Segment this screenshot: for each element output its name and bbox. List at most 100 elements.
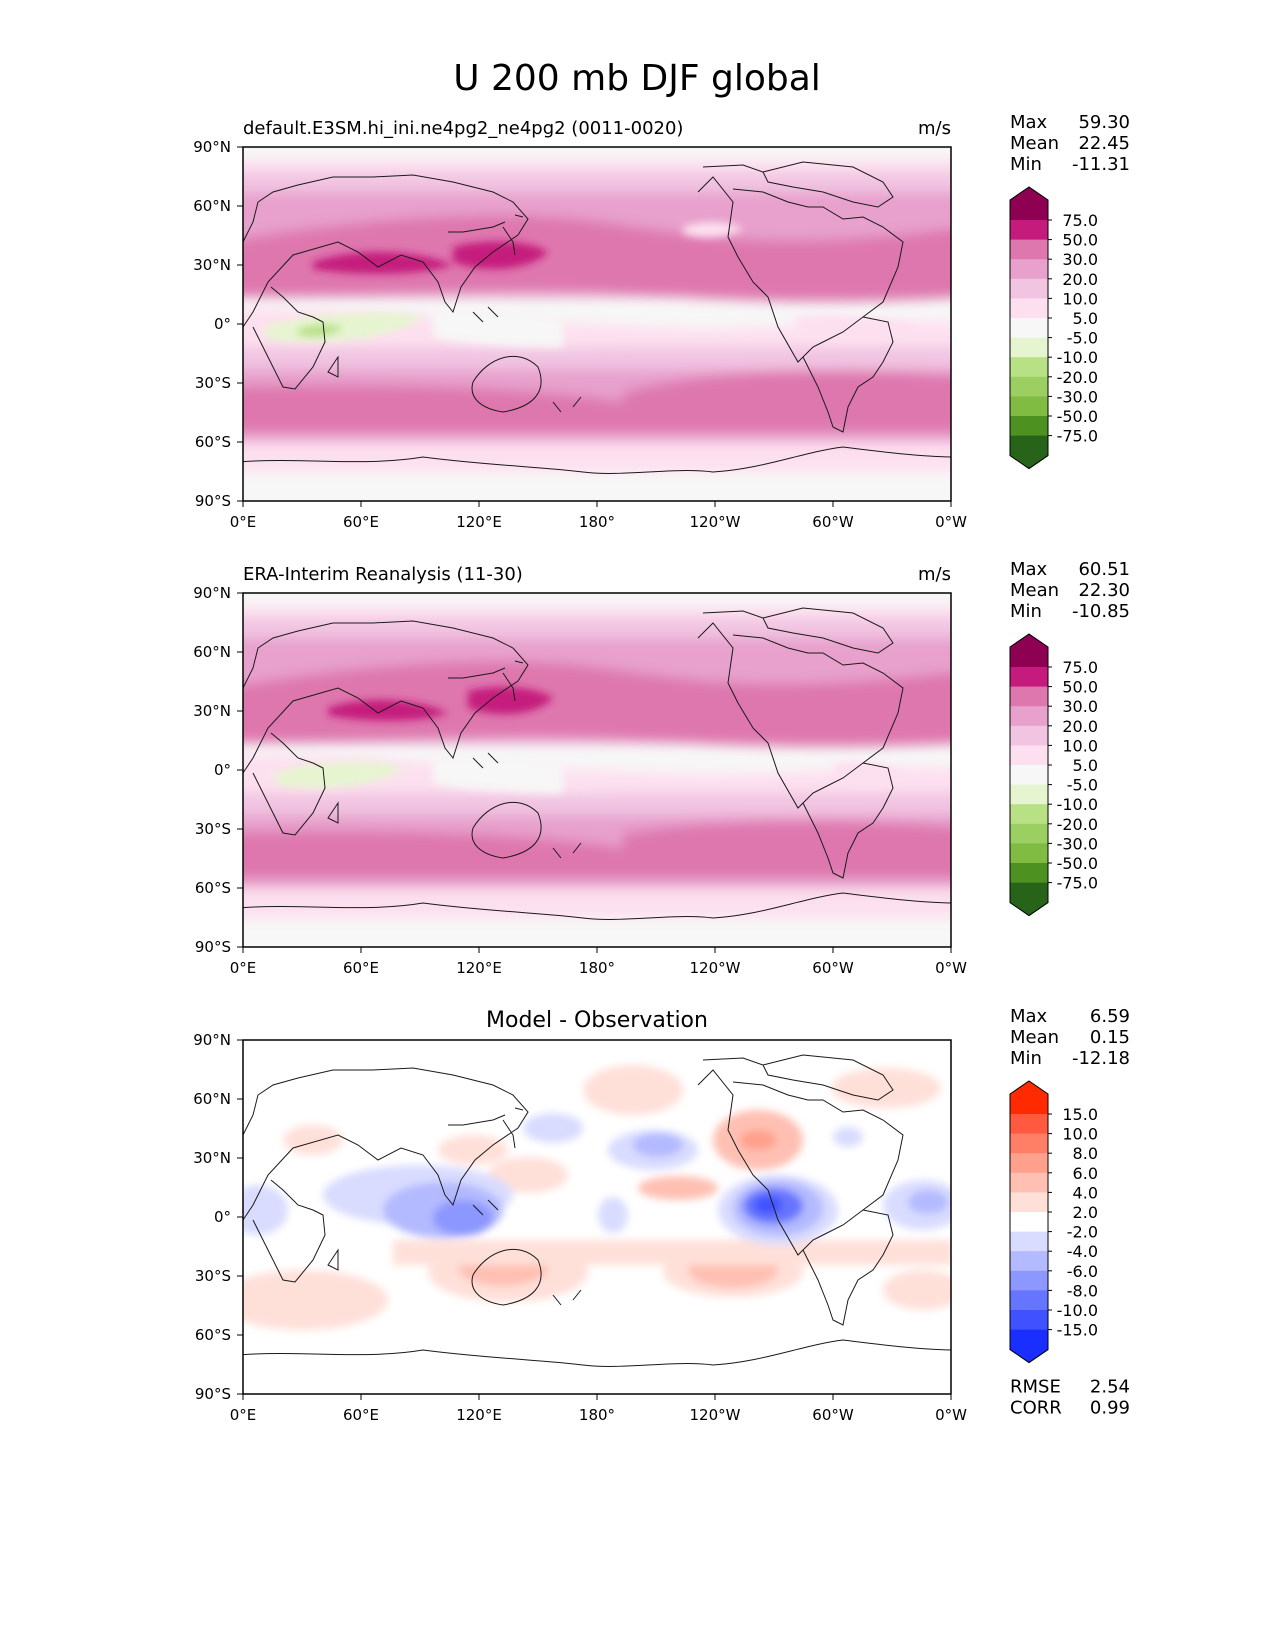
colorbar-band bbox=[1010, 863, 1048, 884]
colorbar-tick-label: -75.0 bbox=[1057, 874, 1098, 893]
colorbar-extend-max bbox=[1010, 187, 1048, 220]
lat-tick-label: 90°S bbox=[195, 938, 231, 956]
lat-tick-label: 0° bbox=[214, 761, 231, 779]
lat-tick-label: 90°N bbox=[193, 584, 231, 602]
colorbar-band bbox=[1010, 1231, 1048, 1252]
lon-tick-label: 0°E bbox=[230, 513, 257, 531]
stat-label-rmse: RMSE bbox=[1010, 1377, 1061, 1398]
colorbar-band bbox=[1010, 1153, 1048, 1174]
lon-tick-label: 120°E bbox=[456, 513, 502, 531]
side-model: Max 59.30 Mean 22.45 Min -11.31 75.050.030.020… bbox=[1009, 112, 1130, 470]
lat-tick-label: 60°S bbox=[195, 1326, 231, 1344]
colorbar-band bbox=[1010, 667, 1048, 688]
stat-value-min: -12.18 bbox=[1072, 1048, 1130, 1069]
lat-tick-label: 30°S bbox=[195, 820, 231, 838]
map-obs bbox=[243, 593, 951, 947]
colorbar-tick-label: -5.0 bbox=[1067, 329, 1098, 348]
colorbar-extend-min bbox=[1010, 1329, 1048, 1363]
lon-tick-label: 60°E bbox=[343, 513, 379, 531]
colorbar-band bbox=[1010, 745, 1048, 766]
colorbar-band bbox=[1010, 396, 1048, 417]
colorbar-tick-label: 75.0 bbox=[1062, 658, 1098, 677]
stat-label-min: Min bbox=[1010, 154, 1042, 175]
colorbar: 15.010.08.06.04.02.0-2.0-4.0-6.0-8.0-10.… bbox=[1009, 1080, 1098, 1364]
colorbar-band bbox=[1010, 706, 1048, 727]
colorbar-tick-label: -20.0 bbox=[1057, 815, 1098, 834]
lat-tick-label: 0° bbox=[214, 1208, 231, 1226]
colorbar-band bbox=[1010, 278, 1048, 299]
lon-tick-label: 0°E bbox=[230, 959, 257, 977]
colorbar-tick-label: 10.0 bbox=[1062, 1125, 1098, 1144]
colorbar-band bbox=[1010, 1114, 1048, 1135]
lon-tick-label: 180° bbox=[579, 513, 615, 531]
stat-value-mean: 22.45 bbox=[1078, 133, 1130, 154]
colorbar-tick-label: -6.0 bbox=[1067, 1262, 1098, 1281]
colorbar-tick-label: -10.0 bbox=[1057, 348, 1098, 367]
colorbar-band bbox=[1010, 686, 1048, 707]
colorbar-band bbox=[1010, 239, 1048, 260]
colorbar-tick-label: 6.0 bbox=[1073, 1164, 1098, 1183]
colorbar-tick-label: 10.0 bbox=[1062, 736, 1098, 755]
colorbar-band bbox=[1010, 416, 1048, 437]
colorbar-band bbox=[1010, 298, 1048, 319]
colorbar-tick-label: 5.0 bbox=[1073, 756, 1098, 775]
colorbar-tick-label: -30.0 bbox=[1057, 834, 1098, 853]
colorbar-tick-label: 5.0 bbox=[1073, 309, 1098, 328]
lat-tick-label: 30°S bbox=[195, 374, 231, 392]
lat-tick-label: 60°S bbox=[195, 433, 231, 451]
lon-tick-label: 0°W bbox=[935, 959, 967, 977]
lat-tick-label: 30°N bbox=[193, 256, 231, 274]
lon-tick-label: 0°W bbox=[935, 1406, 967, 1424]
colorbar-tick-label: -15.0 bbox=[1057, 1321, 1098, 1340]
lon-tick-label: 120°E bbox=[456, 959, 502, 977]
stat-value-max: 6.59 bbox=[1090, 1006, 1130, 1027]
lat-tick-label: 30°N bbox=[193, 702, 231, 720]
colorbar-band bbox=[1010, 1212, 1048, 1233]
panel-diff: Model - Observation bbox=[193, 1008, 967, 1424]
lon-tick-label: 60°W bbox=[812, 959, 854, 977]
stat-label-max: Max bbox=[1010, 112, 1048, 133]
stat-label-min: Min bbox=[1010, 1048, 1042, 1069]
map-model bbox=[243, 147, 951, 501]
colorbar-band bbox=[1010, 357, 1048, 378]
colorbar-band bbox=[1010, 823, 1048, 844]
panel-diff-title: Model - Observation bbox=[486, 1008, 708, 1033]
panel-model-units: m/s bbox=[918, 118, 951, 139]
map-diff bbox=[243, 1040, 951, 1394]
stat-value-mean: 22.30 bbox=[1078, 580, 1130, 601]
colorbar-band bbox=[1010, 804, 1048, 825]
lon-tick-label: 60°W bbox=[812, 513, 854, 531]
colorbar-band bbox=[1010, 376, 1048, 397]
colorbar-tick-label: 30.0 bbox=[1062, 697, 1098, 716]
lon-tick-label: 60°E bbox=[343, 959, 379, 977]
lat-tick-label: 60°N bbox=[193, 197, 231, 215]
colorbar-tick-label: -20.0 bbox=[1057, 368, 1098, 387]
lon-tick-label: 120°W bbox=[690, 513, 741, 531]
stat-value-mean: 0.15 bbox=[1090, 1027, 1130, 1048]
colorbar-outline bbox=[1009, 633, 1049, 917]
colorbar-band bbox=[1010, 725, 1048, 746]
lon-tick-label: 120°W bbox=[690, 1406, 741, 1424]
stat-value-min: -10.85 bbox=[1072, 601, 1130, 622]
stat-value-max: 59.30 bbox=[1078, 112, 1130, 133]
colorbar-band bbox=[1010, 843, 1048, 864]
stat-label-corr: CORR bbox=[1010, 1398, 1062, 1419]
lon-tick-label: 180° bbox=[579, 1406, 615, 1424]
lat-tick-label: 90°S bbox=[195, 1385, 231, 1403]
colorbar-tick-label: 4.0 bbox=[1073, 1183, 1098, 1202]
colorbar-extend-min bbox=[1010, 435, 1048, 469]
colorbar-tick-label: -30.0 bbox=[1057, 387, 1098, 406]
colorbar-tick-label: 75.0 bbox=[1062, 211, 1098, 230]
stat-label-max: Max bbox=[1010, 1006, 1048, 1027]
coastlines bbox=[243, 607, 951, 920]
lat-tick-label: 30°N bbox=[193, 1149, 231, 1167]
stat-label-mean: Mean bbox=[1010, 1027, 1059, 1048]
lon-tick-label: 120°E bbox=[456, 1406, 502, 1424]
lat-tick-label: 60°N bbox=[193, 1090, 231, 1108]
colorbar-band bbox=[1010, 337, 1048, 358]
lat-tick-label: 30°S bbox=[195, 1267, 231, 1285]
stat-label-max: Max bbox=[1010, 559, 1048, 580]
panel-obs: ERA-Interim Reanalysis (11-30) m/s bbox=[193, 564, 967, 977]
colorbar-tick-label: 20.0 bbox=[1062, 270, 1098, 289]
colorbar-band bbox=[1010, 1192, 1048, 1213]
